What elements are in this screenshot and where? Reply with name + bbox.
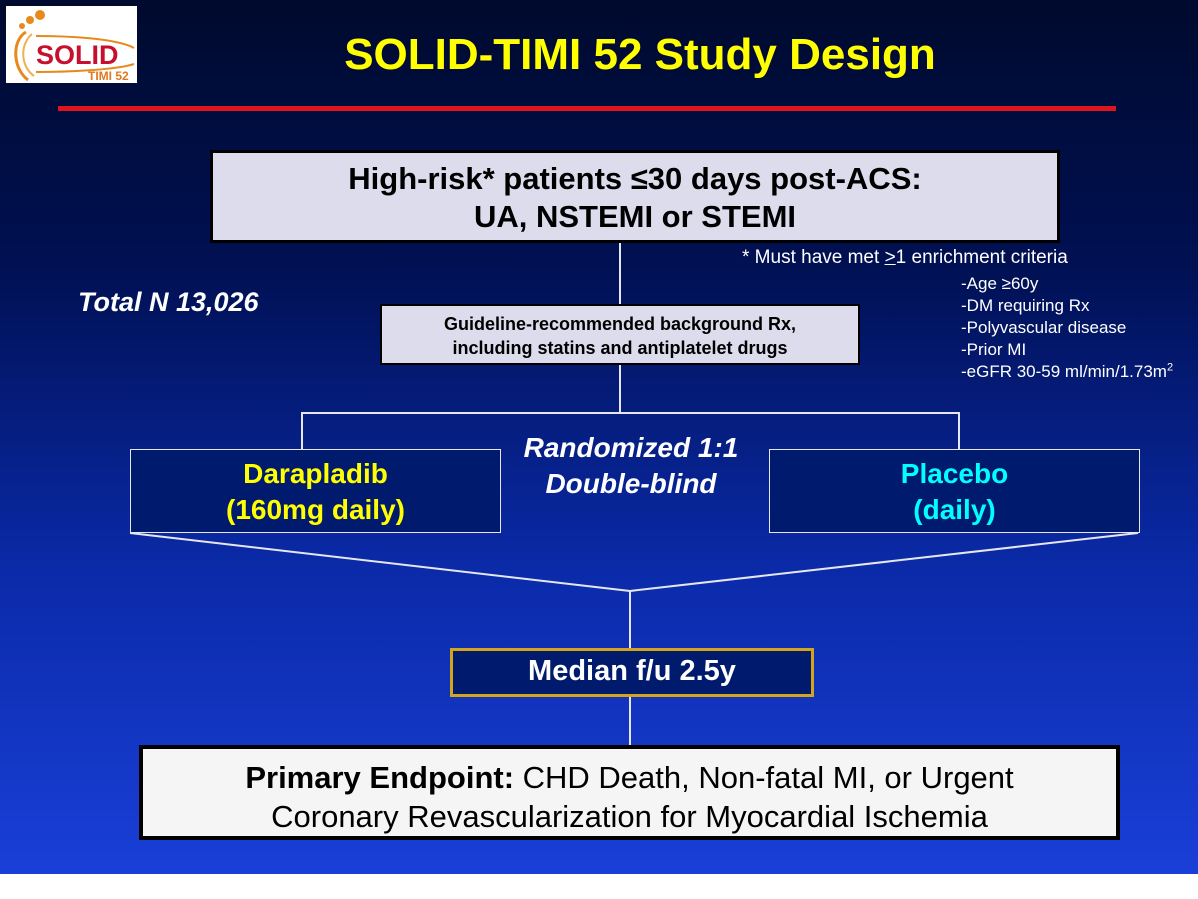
darapladib-name: Darapladib xyxy=(243,458,388,489)
darapladib-dose: (160mg daily) xyxy=(226,494,405,525)
slide-title: SOLID-TIMI 52 Study Design xyxy=(344,30,936,79)
solid-timi-logo: SOLID TIMI 52 xyxy=(6,6,137,83)
logo-solid-text: SOLID xyxy=(36,40,119,70)
connector-darapladib-merge xyxy=(129,532,631,592)
followup-box: Median f/u 2.5y xyxy=(450,648,814,697)
egfr-superscript: 2 xyxy=(1166,361,1174,374)
criteria-item: -Polyvascular disease xyxy=(961,318,1127,337)
population-box: High-risk* patients ≤30 days post-ACS: U… xyxy=(210,150,1060,243)
connector-placebo-merge xyxy=(629,532,1139,592)
enrichment-note-suffix: 1 enrichment criteria xyxy=(895,247,1068,268)
randomization-ratio: Randomized 1:1 xyxy=(523,432,739,463)
placebo-arm-box: Placebo (daily) xyxy=(769,449,1140,533)
endpoint-label: Primary Endpoint: xyxy=(245,760,515,795)
darapladib-arm-box: Darapladib (160mg daily) xyxy=(130,449,501,533)
population-line2: UA, NSTEMI or STEMI xyxy=(473,199,797,234)
population-line1: High-risk* patients ≤30 days post-ACS: xyxy=(348,161,922,196)
connector-randomization-split xyxy=(301,412,960,449)
randomization-label: Randomized 1:1 Double-blind xyxy=(506,430,756,502)
blinding-label: Double-blind xyxy=(545,468,717,499)
slide-background: SOLID TIMI 52 SOLID-TIMI 52 Study Design… xyxy=(0,0,1198,874)
enrichment-note-prefix: * Must have met xyxy=(742,247,885,268)
primary-endpoint-box: Primary Endpoint: CHD Death, Non-fatal M… xyxy=(139,745,1120,840)
criteria-item: -Age ≥60y xyxy=(961,274,1039,293)
flow-connectors xyxy=(129,243,1139,745)
criteria-item: -Prior MI xyxy=(961,340,1027,359)
total-enrollment: Total N 13,026 xyxy=(78,287,259,317)
criteria-item: -DM requiring Rx xyxy=(961,296,1090,315)
enrichment-note-symbol: > xyxy=(884,247,896,268)
background-rx-box: Guideline-recommended background Rx, inc… xyxy=(380,304,860,365)
logo-swirl-icon xyxy=(14,10,135,82)
endpoint-line2: Coronary Revascularization for Myocardia… xyxy=(271,799,988,834)
enrichment-criteria-list: -Age ≥60y -DM requiring Rx -Polyvascular… xyxy=(961,273,1173,383)
background-rx-line2: including statins and antiplatelet drugs xyxy=(452,338,788,358)
placebo-dose: (daily) xyxy=(913,494,996,525)
placebo-name: Placebo xyxy=(900,458,1009,489)
background-rx-line1: Guideline-recommended background Rx, xyxy=(443,314,797,334)
criteria-item-egfr: -eGFR 30-59 ml/min/1.73m2 xyxy=(961,361,1173,383)
endpoint-line1: Primary Endpoint: CHD Death, Non-fatal M… xyxy=(143,758,1116,797)
endpoint-text1: CHD Death, Non-fatal MI, or Urgent xyxy=(514,760,1014,795)
egfr-text: -eGFR 30-59 ml/min/1.73m xyxy=(961,362,1167,381)
enrichment-note: * Must have met >1 enrichment criteria xyxy=(742,247,1068,269)
title-underline xyxy=(58,106,1116,111)
logo-timi-text: TIMI 52 xyxy=(88,69,129,83)
